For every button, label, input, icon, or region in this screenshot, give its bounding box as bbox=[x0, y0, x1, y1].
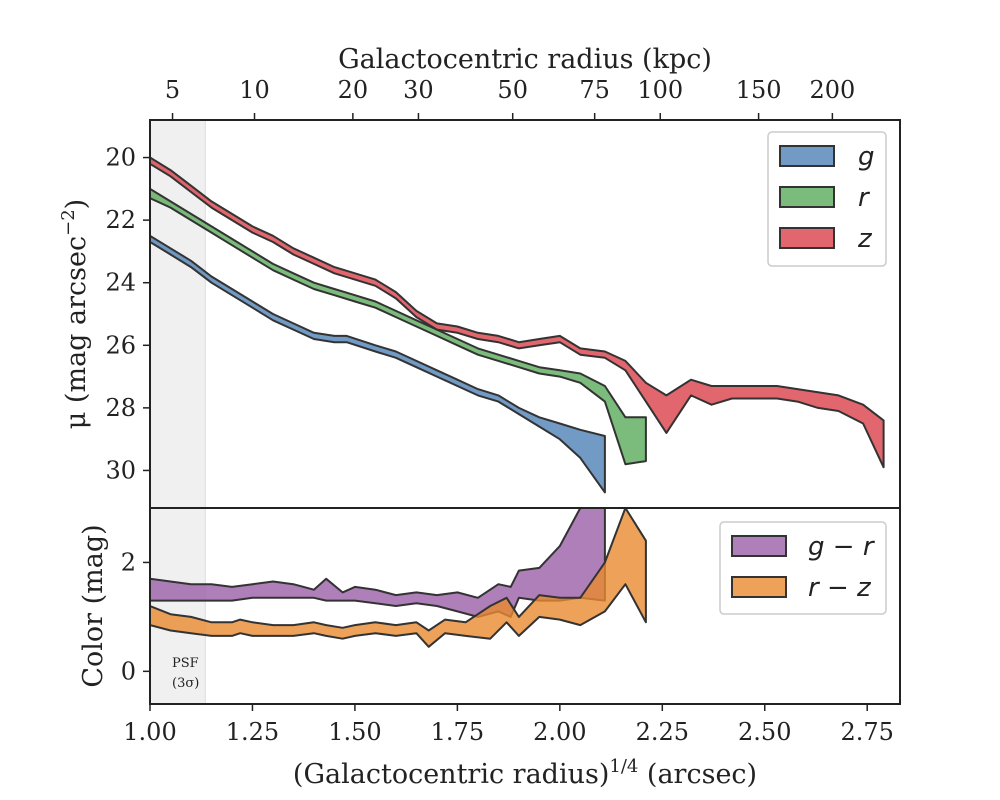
y-axis-title-end: ) bbox=[61, 199, 92, 210]
top-x-tick-label: 5 bbox=[165, 76, 180, 104]
legend-swatch-r bbox=[779, 186, 835, 208]
x-tick-label: 1.50 bbox=[328, 718, 381, 746]
legend-label-g: g bbox=[858, 142, 875, 172]
top-x-tick-label: 200 bbox=[809, 76, 855, 104]
x-tick-label: 2.00 bbox=[533, 718, 586, 746]
y-tick-label: 0 bbox=[121, 657, 136, 685]
top-x-tick-label: 30 bbox=[403, 76, 434, 104]
x-tick-label: 1.75 bbox=[431, 718, 484, 746]
y-tick-label: 30 bbox=[105, 456, 136, 484]
y-axis-title-sup: −2 bbox=[58, 209, 79, 236]
y-tick-label: 2 bbox=[121, 548, 136, 576]
x-tick-label: 1.00 bbox=[123, 718, 176, 746]
top-x-tick-label: 10 bbox=[239, 76, 270, 104]
legend-swatch-color bbox=[731, 535, 787, 557]
psf-label: PSF bbox=[172, 656, 199, 671]
x-axis-title-sup: 1/4 bbox=[609, 756, 638, 777]
series-band-z bbox=[150, 156, 885, 469]
top-x-tick-label: 20 bbox=[338, 76, 369, 104]
top-x-tick-label: 50 bbox=[497, 76, 528, 104]
psf-region bbox=[150, 120, 206, 508]
axes-labels: PSF (3σ) 1.00 1.25 1.50 1.75 2.00 2.25 2.50 2.75 5… bbox=[58, 44, 901, 790]
legend-swatch-g bbox=[779, 145, 835, 167]
y-tick-label: 20 bbox=[105, 144, 136, 172]
y-axis-title: μ (mag arcsec−2) bbox=[58, 199, 92, 429]
series-band-g bbox=[150, 234, 606, 494]
legend-label-color: r − z bbox=[808, 573, 872, 603]
x-tick-label: 1.25 bbox=[226, 718, 279, 746]
y-tick-label: 22 bbox=[105, 206, 136, 234]
legend-minus: − bbox=[833, 532, 855, 562]
y-tick-label: 28 bbox=[105, 394, 136, 422]
x-tick-label: 2.25 bbox=[636, 718, 689, 746]
bottom-panel bbox=[150, 508, 647, 704]
legend-label-z: z bbox=[857, 224, 873, 254]
color-axis-title: Color (mag) bbox=[78, 524, 109, 687]
series-band-g-r bbox=[150, 508, 606, 618]
top-axis-title: Galactocentric radius (kpc) bbox=[338, 44, 712, 75]
top-panel bbox=[150, 120, 885, 508]
x-axis-title: (Galactocentric radius)1/4 (arcsec) bbox=[293, 756, 757, 790]
y-tick-label: 26 bbox=[105, 331, 136, 359]
x-tick-label: 2.75 bbox=[840, 718, 893, 746]
top-x-tick-label: 150 bbox=[736, 76, 782, 104]
legend-minus: − bbox=[827, 573, 849, 603]
legend-label-color: g − r bbox=[808, 532, 876, 562]
psf-region bbox=[150, 508, 206, 704]
top-x-tick-label: 100 bbox=[637, 76, 683, 104]
y-tick-label: 24 bbox=[105, 269, 136, 297]
legend-swatch-z bbox=[779, 227, 835, 249]
series-band-r-z bbox=[150, 508, 647, 648]
legend-swatch-color bbox=[731, 576, 787, 598]
x-tick-label: 2.50 bbox=[738, 718, 791, 746]
series-band-r bbox=[150, 187, 647, 466]
legend-label-r: r bbox=[858, 183, 871, 213]
x-axis-title-unit: (arcsec) bbox=[638, 759, 757, 790]
top-x-tick-label: 75 bbox=[579, 76, 610, 104]
bottom-panel-frame bbox=[149, 507, 901, 705]
psf-label-sigma: (3σ) bbox=[172, 676, 199, 691]
